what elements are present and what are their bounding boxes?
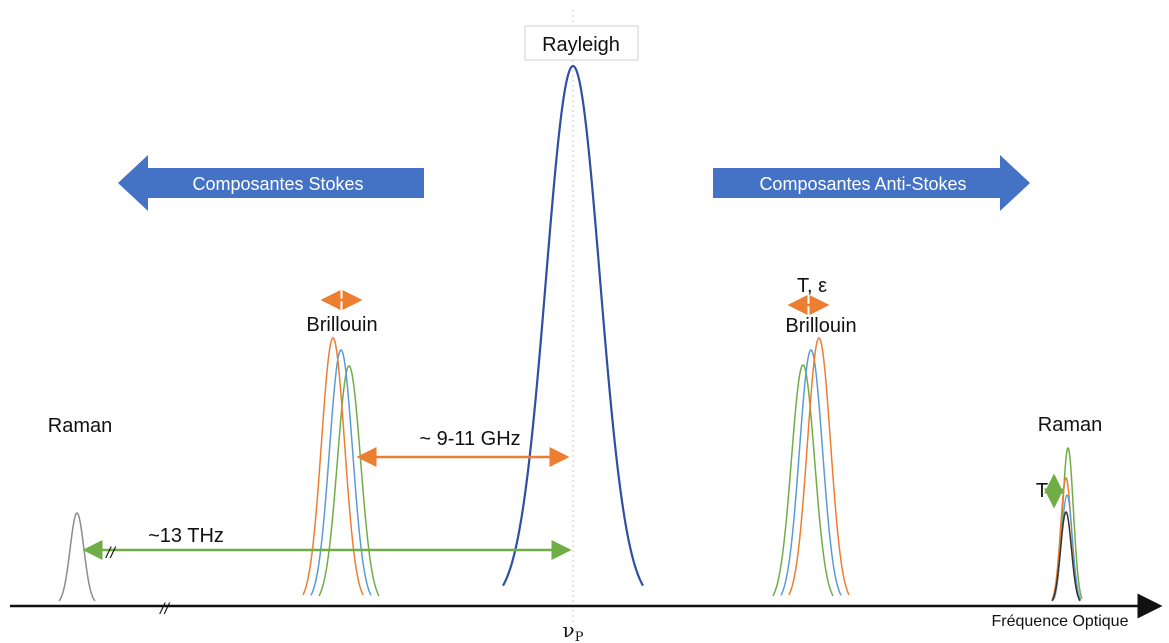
anti-stokes-arrow <box>713 155 1030 211</box>
anti-stokes-label: Composantes Anti-Stokes <box>759 174 966 194</box>
brillouin-right-label: Brillouin <box>785 315 856 337</box>
ghz-gap-label: ~ 9-11 GHz <box>419 428 520 450</box>
raman-stokes-peak <box>58 512 96 602</box>
rayleigh-peak <box>502 64 644 587</box>
axis-break-mark: // <box>159 601 170 618</box>
rayleigh-label: Rayleigh <box>542 34 620 56</box>
rayleigh-label-box <box>524 25 639 61</box>
axis-label: Fréquence Optique <box>992 613 1129 630</box>
brillouin-antistokes-peak-blue <box>780 349 842 596</box>
t-label: T <box>1036 480 1048 502</box>
raman-antistokes-peak-gray <box>1051 511 1081 602</box>
brillouin-antistokes-peak-green <box>772 364 834 597</box>
brillouin-antistokes-peak-orange <box>788 337 850 596</box>
spectral-peaks <box>58 64 1083 602</box>
stokes-arrow <box>118 155 424 211</box>
brillouin-left-label: Brillouin <box>306 314 377 336</box>
te-label: T, ε <box>797 275 827 297</box>
raman-left-label: Raman <box>48 415 112 437</box>
thz-gap-label: ~13 THz <box>148 525 224 547</box>
nu-p-label: νP <box>563 618 584 643</box>
stokes-label: Composantes Stokes <box>192 174 363 194</box>
raman-right-label: Raman <box>1038 414 1102 436</box>
thz-break-mark: // <box>105 545 116 562</box>
nu-p-subscript: P <box>575 630 584 643</box>
